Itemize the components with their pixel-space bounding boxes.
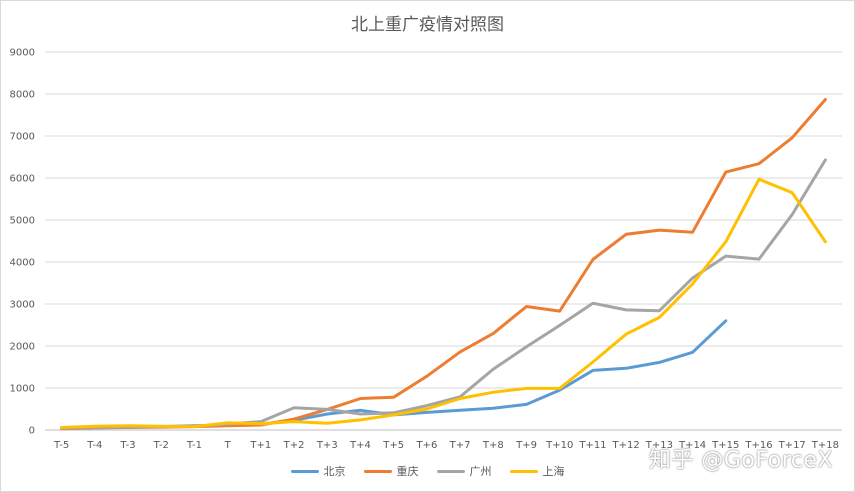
watermark: 知乎 @GoForceX bbox=[648, 448, 833, 473]
legend-item: 上海 bbox=[509, 463, 565, 479]
x-tick-label: T+16 bbox=[744, 440, 772, 451]
y-tick-label: 0 bbox=[29, 426, 35, 437]
legend-swatch bbox=[290, 469, 319, 473]
legend-label: 重庆 bbox=[396, 465, 419, 478]
legend: 北京 重庆 广州 上海 bbox=[0, 463, 855, 479]
x-tick-label: T+17 bbox=[778, 440, 806, 451]
y-axis-ticks: 0 1000 2000 3000 4000 5000 6000 7000 8000 9000 bbox=[10, 48, 35, 437]
x-tick-label: T+15 bbox=[711, 440, 739, 451]
legend-swatch bbox=[363, 469, 392, 473]
legend-swatch bbox=[509, 469, 538, 473]
x-tick-label: T+9 bbox=[515, 440, 537, 451]
legend-swatch bbox=[436, 469, 465, 473]
legend-label: 广州 bbox=[469, 465, 492, 478]
legend-item: 北京 bbox=[290, 463, 346, 479]
y-tick-label: 5000 bbox=[10, 216, 35, 227]
x-tick-label: T+1 bbox=[249, 440, 271, 451]
x-tick-label: T+13 bbox=[645, 440, 673, 451]
y-tick-label: 4000 bbox=[10, 258, 35, 269]
y-tick-label: 8000 bbox=[10, 90, 35, 101]
x-tick-label: T bbox=[224, 440, 232, 451]
y-tick-label: 9000 bbox=[10, 48, 35, 59]
series-line-2 bbox=[60, 98, 827, 431]
legend-label: 北京 bbox=[323, 465, 346, 478]
x-tick-label: T+2 bbox=[283, 440, 305, 451]
legend-label: 上海 bbox=[542, 465, 565, 478]
x-tick-label: T+14 bbox=[678, 440, 706, 451]
x-tick-label: T+6 bbox=[415, 440, 437, 451]
x-tick-label: T-2 bbox=[153, 440, 169, 451]
x-tick-label: T+7 bbox=[449, 440, 471, 451]
y-tick-label: 6000 bbox=[10, 174, 35, 185]
y-tick-label: 3000 bbox=[10, 300, 35, 311]
gridlines bbox=[45, 51, 842, 431]
y-tick-label: 1000 bbox=[10, 384, 35, 395]
series-lines bbox=[60, 98, 827, 431]
x-tick-label: T+4 bbox=[349, 440, 371, 451]
legend-item: 广州 bbox=[436, 463, 492, 479]
y-tick-label: 7000 bbox=[10, 132, 35, 143]
x-tick-label: T-1 bbox=[186, 440, 202, 451]
x-axis-ticks: T-5 T-4 T-3 T-2 T-1 T T+1 T+2 T+3 T+4 T+5 T+6 T+7 T+8… bbox=[53, 440, 839, 451]
x-tick-label: T-4 bbox=[86, 440, 102, 451]
y-tick-label: 2000 bbox=[10, 342, 35, 353]
x-tick-label: T+12 bbox=[612, 440, 640, 451]
x-tick-label: T+8 bbox=[482, 440, 504, 451]
x-tick-label: T+11 bbox=[578, 440, 606, 451]
x-tick-label: T+3 bbox=[316, 440, 338, 451]
x-tick-label: T-3 bbox=[119, 440, 135, 451]
x-tick-label: T+5 bbox=[382, 440, 404, 451]
series-line-4 bbox=[60, 177, 827, 429]
x-tick-label: T+18 bbox=[811, 440, 839, 451]
chart-title: 北上重广疫情对照图 bbox=[351, 15, 504, 35]
x-tick-label: T-5 bbox=[53, 440, 69, 451]
x-tick-label: T+10 bbox=[545, 440, 573, 451]
legend-item: 重庆 bbox=[363, 463, 419, 479]
